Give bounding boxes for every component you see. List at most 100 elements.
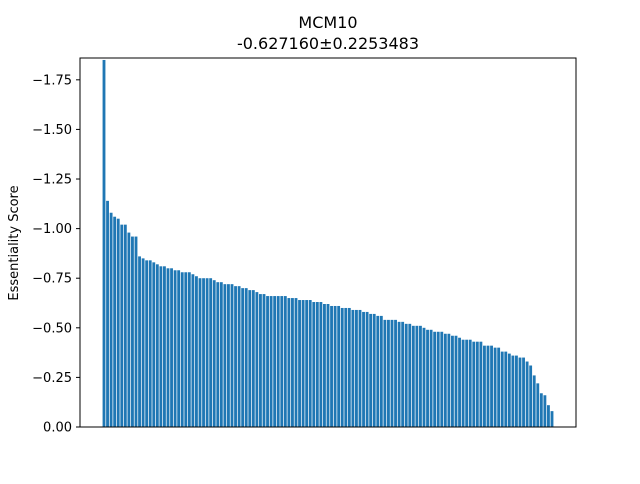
bar: [376, 315, 380, 427]
bar: [529, 365, 533, 427]
bar: [358, 309, 362, 427]
bar: [344, 307, 348, 427]
bar: [219, 282, 223, 427]
bar: [468, 339, 472, 427]
bar: [287, 298, 291, 427]
bar: [198, 278, 202, 427]
bar: [106, 200, 109, 427]
bar: [525, 361, 529, 427]
bar: [511, 355, 515, 427]
bar: [248, 290, 252, 427]
bar: [401, 321, 405, 427]
bar: [415, 325, 419, 427]
bar: [177, 270, 181, 427]
bar: [312, 302, 316, 427]
bar: [536, 383, 540, 427]
bar: [145, 260, 149, 427]
bar: [390, 319, 394, 427]
bar-series: [102, 59, 554, 427]
bar: [518, 357, 522, 427]
bar: [394, 319, 397, 427]
y-tick-label: −0.50: [32, 321, 72, 336]
bar: [127, 232, 131, 427]
bar: [486, 345, 490, 427]
bar: [333, 305, 337, 427]
bar: [276, 296, 280, 427]
bar: [180, 272, 184, 427]
bar: [280, 296, 284, 427]
bar: [532, 375, 536, 427]
bar: [504, 351, 508, 427]
y-tick-label: −1.75: [32, 73, 72, 88]
bar: [308, 300, 312, 427]
bar: [138, 256, 141, 427]
bar: [472, 341, 476, 427]
bar: [490, 345, 493, 427]
bar: [283, 296, 287, 427]
bar: [461, 339, 465, 427]
bar: [550, 411, 554, 427]
bar: [291, 298, 294, 427]
bar: [372, 313, 376, 427]
bar: [397, 321, 401, 427]
y-tick-label: −1.00: [32, 222, 72, 237]
bar: [191, 274, 195, 427]
y-tick-label: −0.75: [32, 272, 72, 287]
bar: [387, 319, 390, 427]
bar: [166, 268, 170, 427]
bar: [475, 341, 479, 427]
bar: [116, 218, 120, 427]
bar: [404, 323, 408, 427]
bar: [323, 304, 326, 427]
bar: [379, 315, 383, 427]
bar: [269, 296, 273, 427]
bar: [337, 305, 341, 427]
bar: [205, 278, 209, 427]
bar: [262, 294, 266, 427]
bar: [223, 284, 227, 427]
bar: [408, 323, 412, 427]
bar: [148, 260, 152, 427]
bar: [273, 296, 277, 427]
bar: [170, 268, 173, 427]
bar: [351, 309, 355, 427]
bar: [109, 212, 113, 427]
bar: [443, 333, 447, 427]
bar: [113, 216, 117, 427]
bar: [184, 272, 188, 427]
bar: [195, 276, 198, 427]
bar: [141, 258, 145, 427]
bar: [251, 290, 255, 427]
bar: [234, 286, 237, 427]
bar: [419, 325, 422, 427]
bar: [120, 224, 124, 427]
bar: [447, 333, 451, 427]
bar: [355, 309, 358, 427]
bar: [266, 296, 269, 427]
bar: [187, 272, 191, 427]
bar: [436, 331, 440, 427]
bar: [426, 329, 429, 427]
bar: [294, 298, 298, 427]
bar: [123, 224, 127, 427]
bar: [515, 355, 518, 427]
bar: [305, 300, 309, 427]
bar: [230, 284, 234, 427]
bar: [411, 325, 415, 427]
bar: [500, 351, 504, 427]
bar: [131, 236, 134, 427]
bar: [255, 292, 259, 427]
bar: [493, 347, 497, 427]
bar: [454, 335, 458, 427]
bar: [244, 288, 248, 427]
bar: [497, 347, 501, 427]
bar: [173, 270, 177, 427]
bar: [315, 302, 319, 427]
bar: [362, 311, 365, 427]
bar: [319, 302, 323, 427]
y-tick-label: 0.00: [43, 421, 72, 436]
bar: [347, 307, 351, 427]
bar: [237, 286, 241, 427]
